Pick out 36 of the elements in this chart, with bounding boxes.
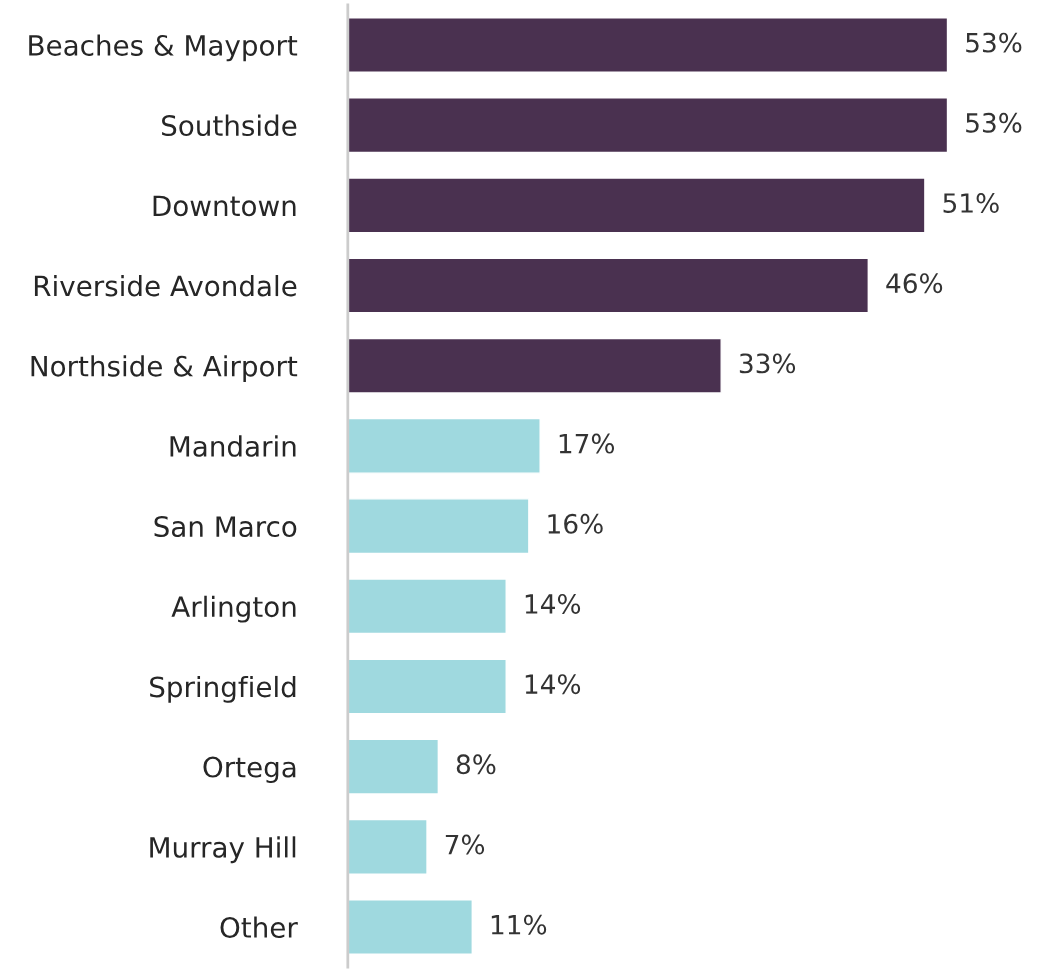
data-label: 7%: [445, 834, 485, 855]
bar: [347, 257, 870, 314]
y-tick-label: Riverside Avondale: [34, 274, 297, 297]
y-tick-label: Springfield: [150, 675, 296, 703]
y-tick-label: Murray Hill: [150, 836, 296, 864]
y-tick-label: Arlington: [171, 595, 296, 623]
y-tick-label: San Marco: [154, 516, 297, 538]
data-label: 46%: [886, 273, 943, 294]
bar: [347, 97, 949, 154]
y-tick-label: Mandarin: [170, 435, 296, 457]
data-label: 53%: [966, 112, 1022, 133]
bar: [347, 738, 440, 795]
bar: [347, 337, 722, 394]
data-label: 51%: [943, 193, 999, 213]
data-label: 11%: [491, 914, 547, 935]
data-label: 17%: [559, 433, 615, 454]
bar: [347, 498, 530, 555]
y-tick-label: Beaches & Mayport: [29, 34, 298, 62]
bar: [347, 177, 926, 234]
data-label: 14%: [525, 674, 581, 695]
bar: [347, 16, 949, 73]
data-label: 16%: [548, 513, 603, 534]
bar: [347, 578, 507, 635]
bar: [347, 658, 507, 715]
data-label: 8%: [456, 754, 496, 775]
bar: [347, 899, 473, 956]
data-label: 33%: [739, 353, 796, 374]
bar: [347, 417, 541, 474]
y-tick-label: Downtown: [153, 195, 296, 217]
data-label: 53%: [966, 32, 1022, 53]
y-tick-label: Other: [220, 916, 298, 938]
bar: [347, 818, 428, 875]
y-tick-label: Northside & Airport: [31, 355, 298, 383]
y-tick-label: Southside: [162, 114, 297, 137]
y-tick-label: Ortega: [203, 756, 296, 783]
data-label: 14%: [525, 593, 581, 614]
